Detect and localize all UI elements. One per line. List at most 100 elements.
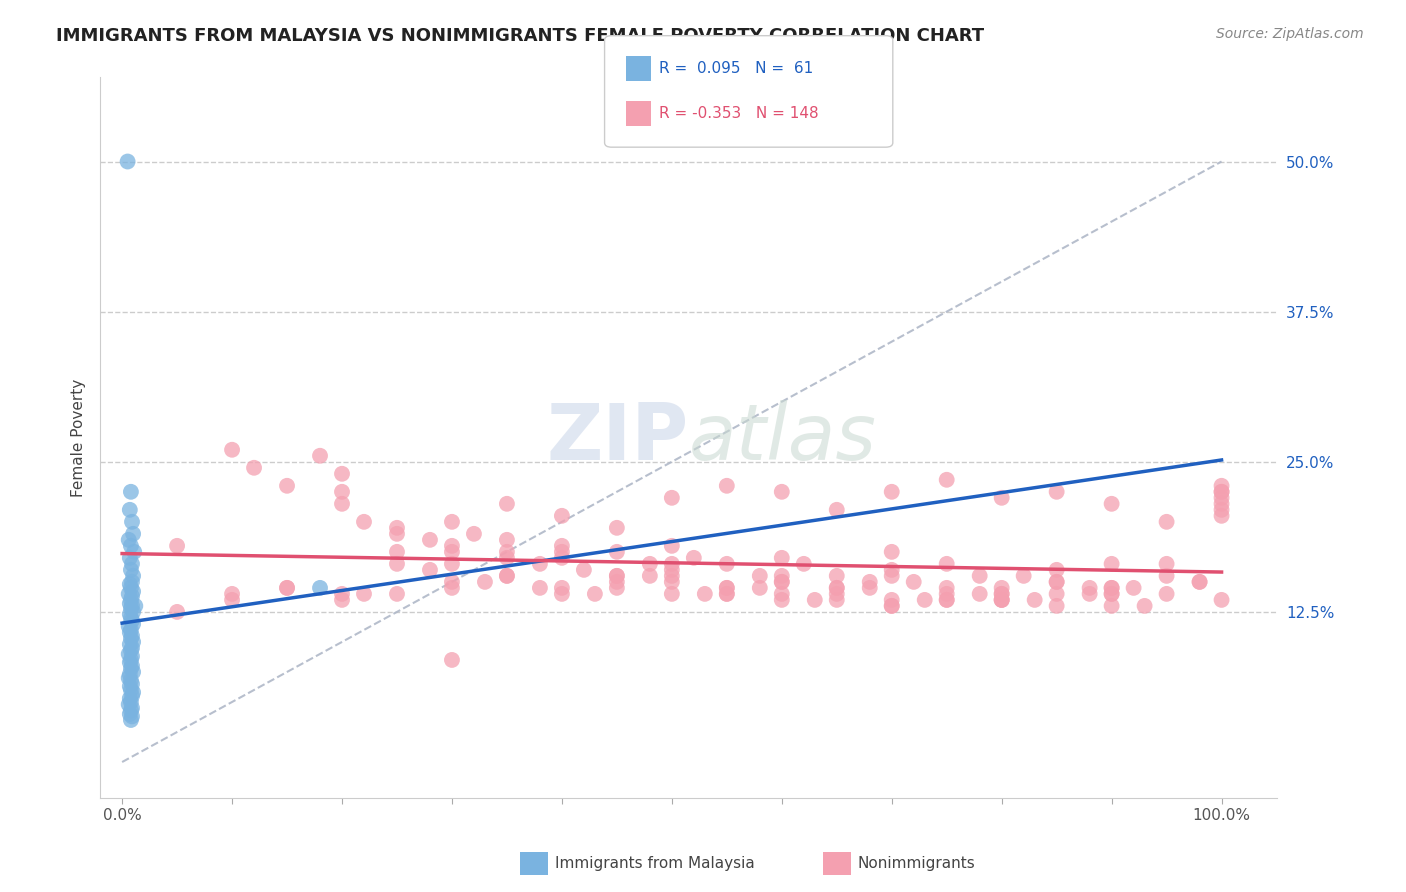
Point [1046,484,1069,499]
Point [1211,484,1233,499]
Point [122,635,145,649]
Point [606,581,628,595]
Point [474,574,496,589]
Point [969,587,991,601]
Point [551,539,574,553]
Point [825,593,848,607]
Point [385,557,408,571]
Text: Immigrants from Malaysia: Immigrants from Malaysia [555,856,755,871]
Point [606,569,628,583]
Point [118,625,141,640]
Point [1046,599,1069,613]
Point [693,587,716,601]
Point [440,515,463,529]
Point [583,587,606,601]
Point [529,581,551,595]
Point [440,539,463,553]
Point [1156,557,1178,571]
Point [606,545,628,559]
Point [276,581,298,595]
Point [825,569,848,583]
Point [748,569,770,583]
Point [353,515,375,529]
Point [330,484,353,499]
Point [770,569,793,583]
Point [880,569,903,583]
Text: Source: ZipAtlas.com: Source: ZipAtlas.com [1216,27,1364,41]
Point [1046,574,1069,589]
Point [121,574,143,589]
Point [122,526,145,541]
Point [118,577,141,591]
Point [859,574,882,589]
Point [880,599,903,613]
Point [496,533,519,547]
Point [880,599,903,613]
Point [1101,581,1123,595]
Point [120,601,142,615]
Point [935,557,957,571]
Point [903,574,925,589]
Point [1078,587,1101,601]
Point [121,589,143,603]
Point [440,574,463,589]
Point [770,550,793,565]
Point [330,497,353,511]
Point [122,569,145,583]
Point [551,550,574,565]
Point [463,526,485,541]
Point [990,491,1012,505]
Point [121,599,143,613]
Point [1188,574,1211,589]
Point [1101,587,1123,601]
Point [120,632,142,646]
Point [120,563,142,577]
Point [120,661,142,675]
Point [1156,515,1178,529]
Point [120,673,142,688]
Point [770,593,793,607]
Point [118,671,141,685]
Point [1078,581,1101,595]
Point [117,154,139,169]
Point [118,679,141,693]
Point [120,713,142,727]
Text: R =  0.095   N =  61: R = 0.095 N = 61 [659,62,814,76]
Point [1012,569,1035,583]
Point [1046,587,1069,601]
Point [118,533,141,547]
Point [496,497,519,511]
Point [1101,557,1123,571]
Text: IMMIGRANTS FROM MALAYSIA VS NONIMMIGRANTS FEMALE POVERTY CORRELATION CHART: IMMIGRANTS FROM MALAYSIA VS NONIMMIGRANT… [56,27,984,45]
Point [385,545,408,559]
Point [638,569,661,583]
Point [121,701,143,715]
Point [496,569,519,583]
Point [551,508,574,523]
Point [118,550,141,565]
Point [716,479,738,493]
Point [661,574,683,589]
Point [118,619,141,633]
Point [770,587,793,601]
Point [551,587,574,601]
Point [221,593,243,607]
Point [1211,484,1233,499]
Point [120,695,142,709]
Point [121,557,143,571]
Point [551,545,574,559]
Point [118,698,141,712]
Point [120,703,142,717]
Point [385,587,408,601]
Point [859,581,882,595]
Point [1101,497,1123,511]
Point [121,515,143,529]
Point [118,587,141,601]
Point [120,653,142,667]
Point [1122,581,1144,595]
Point [990,593,1012,607]
Point [1156,587,1178,601]
Point [120,593,142,607]
Point [419,563,441,577]
Point [122,665,145,679]
